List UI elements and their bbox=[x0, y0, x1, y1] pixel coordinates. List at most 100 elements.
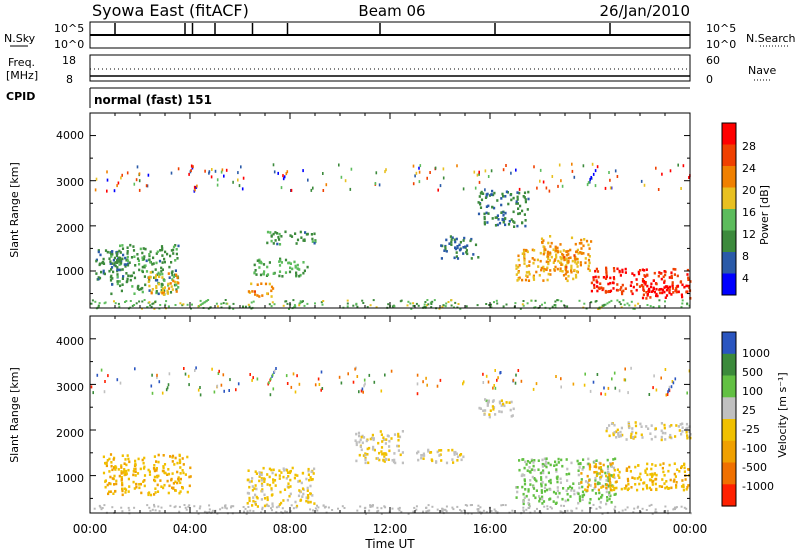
colorbar-swatch bbox=[722, 123, 736, 145]
beam-title: Beam 06 bbox=[358, 2, 425, 20]
colorbar-swatch bbox=[722, 187, 736, 210]
noise-right-label: N.Search bbox=[746, 32, 796, 45]
freq-left-label-1: Freq. bbox=[8, 56, 35, 69]
noise-spikes bbox=[114, 23, 611, 35]
station-title: Syowa East (fitACF) bbox=[92, 1, 249, 20]
time-axis: 00:00 04:00 08:00 12:00 16:00 20:00 00:0… bbox=[73, 522, 708, 551]
heatmap-region bbox=[266, 230, 317, 246]
heatmap-region bbox=[605, 421, 692, 442]
freq-right-tick-bottom: 0 bbox=[706, 73, 713, 86]
time-tick-24: 00:00 bbox=[673, 522, 708, 536]
heatmap-sparse-echoes bbox=[94, 162, 691, 193]
power-cbar-tick-20: 20 bbox=[742, 184, 756, 197]
noise-left-tick-top: 10^5 bbox=[54, 22, 84, 35]
power-ytick-1000: 1000 bbox=[56, 265, 84, 278]
colorbar-swatch bbox=[722, 273, 736, 296]
heatmap-sparse-echoes bbox=[90, 366, 691, 397]
time-tick-4: 04:00 bbox=[173, 522, 208, 536]
colorbar-swatch bbox=[722, 166, 736, 188]
date-title: 26/Jan/2010 bbox=[600, 2, 691, 20]
vel-cbar-tick-minus25: -25 bbox=[742, 423, 760, 436]
freq-left-label-2: [MHz] bbox=[6, 69, 38, 82]
heatmap-region bbox=[253, 257, 309, 278]
power-ytick-4000: 4000 bbox=[56, 129, 84, 142]
power-colorbar bbox=[721, 122, 737, 296]
velocity-ytick-1000: 1000 bbox=[56, 472, 84, 485]
vel-cbar-tick-100: 100 bbox=[742, 385, 763, 398]
colorbar-swatch bbox=[722, 332, 736, 355]
heatmap-region bbox=[247, 282, 275, 298]
colorbar-swatch bbox=[722, 252, 736, 274]
noise-left-label: N.Sky bbox=[4, 32, 36, 45]
heatmap-region bbox=[246, 466, 316, 508]
noise-left-tick-bottom: 10^0 bbox=[54, 38, 84, 51]
velocity-panel: Slant Range [km] 4000 3000 2000 1000 Vel… bbox=[8, 315, 789, 515]
heatmap-region bbox=[147, 271, 180, 296]
cpid-label: CPID bbox=[6, 90, 35, 103]
colorbar-swatch bbox=[722, 419, 736, 442]
colorbar-swatch bbox=[722, 353, 736, 377]
freq-right-tick-top: 60 bbox=[706, 54, 720, 67]
heatmap-region bbox=[641, 280, 692, 300]
heatmap-region bbox=[354, 430, 404, 465]
colorbar-swatch bbox=[722, 375, 736, 398]
power-cbar-tick-16: 16 bbox=[742, 206, 756, 219]
power-panel: Slant Range [km] 4000 3000 2000 1000 Pow… bbox=[8, 112, 771, 310]
heatmap-region bbox=[416, 448, 465, 465]
velocity-ylabel: Slant Range [km] bbox=[8, 367, 21, 463]
time-tick-12: 12:00 bbox=[373, 522, 408, 536]
colorbar-swatch bbox=[722, 462, 736, 485]
power-ylabel: Slant Range [km] bbox=[8, 162, 21, 258]
velocity-colorbar-label: Velocity [m s⁻¹] bbox=[776, 372, 789, 457]
colorbar-swatch bbox=[722, 440, 736, 464]
velocity-ytick-3000: 3000 bbox=[56, 381, 84, 394]
time-tick-16: 16:00 bbox=[473, 522, 508, 536]
colorbar-swatch bbox=[722, 144, 736, 167]
heatmap-region bbox=[440, 235, 480, 260]
colorbar-swatch bbox=[722, 397, 736, 420]
colorbar-swatch bbox=[722, 230, 736, 253]
freq-panel: Freq. [MHz] 18 8 60 0 Nave bbox=[6, 54, 776, 86]
heatmap-region bbox=[477, 189, 530, 228]
time-axis-label: Time UT bbox=[364, 537, 415, 551]
cpid-panel: CPID normal (fast) 151 bbox=[6, 87, 690, 108]
power-cbar-tick-8: 8 bbox=[742, 250, 749, 263]
heatmap-ground-scatter bbox=[93, 503, 692, 515]
vel-cbar-tick-minus100: -100 bbox=[742, 442, 767, 455]
noise-panel: N.Sky 10^5 10^0 10^5 10^0 N.Search bbox=[4, 21, 796, 51]
velocity-ytick-2000: 2000 bbox=[56, 427, 84, 440]
nave-label: Nave bbox=[748, 64, 776, 77]
power-heatmap bbox=[90, 162, 692, 310]
power-cbar-tick-4: 4 bbox=[742, 272, 749, 285]
vel-cbar-tick-minus500: -500 bbox=[742, 461, 767, 474]
power-cbar-tick-28: 28 bbox=[742, 140, 756, 153]
velocity-colorbar bbox=[721, 331, 737, 507]
velocity-heatmap bbox=[90, 366, 692, 515]
noise-right-tick-top: 10^5 bbox=[706, 22, 736, 35]
heatmap-region bbox=[590, 266, 690, 297]
time-tick-8: 08:00 bbox=[273, 522, 308, 536]
heatmap-region bbox=[102, 453, 192, 497]
power-ytick-2000: 2000 bbox=[56, 222, 84, 235]
colorbar-swatch bbox=[722, 209, 736, 231]
freq-left-tick-bottom: 8 bbox=[66, 73, 73, 86]
colorbar-swatch bbox=[722, 484, 736, 507]
heatmap-region bbox=[580, 462, 691, 492]
heatmap-region bbox=[540, 235, 593, 274]
time-tick-0: 00:00 bbox=[73, 522, 108, 536]
noise-right-tick-bottom: 10^0 bbox=[706, 38, 736, 51]
vel-cbar-tick-minus1000: -1000 bbox=[742, 480, 774, 493]
vel-cbar-tick-1000: 1000 bbox=[742, 347, 770, 360]
heatmap-region bbox=[515, 457, 617, 506]
power-ytick-3000: 3000 bbox=[56, 176, 84, 189]
cpid-value: normal (fast) 151 bbox=[94, 93, 212, 107]
power-colorbar-label: Power [dB] bbox=[758, 185, 771, 245]
vel-cbar-tick-25: 25 bbox=[742, 404, 756, 417]
velocity-ytick-4000: 4000 bbox=[56, 335, 84, 348]
heatmap-region bbox=[478, 398, 515, 419]
time-tick-20: 20:00 bbox=[573, 522, 608, 536]
power-cbar-tick-12: 12 bbox=[742, 228, 756, 241]
vel-cbar-tick-500: 500 bbox=[742, 366, 763, 379]
freq-left-tick-top: 18 bbox=[62, 54, 76, 67]
